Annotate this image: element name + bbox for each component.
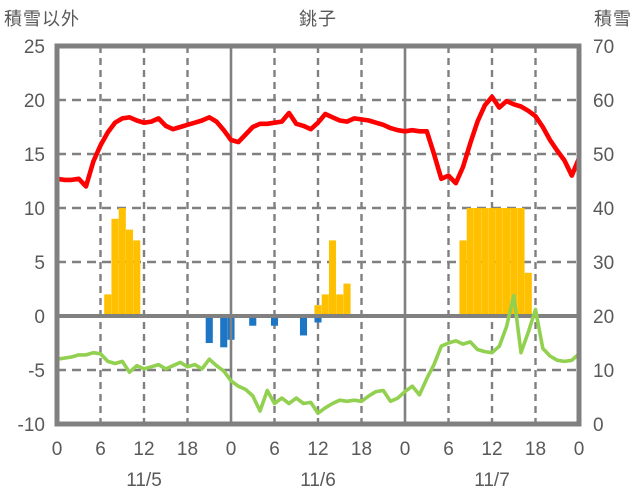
left-axis-tick-label: 25 (24, 37, 45, 58)
yellow-bar (314, 305, 322, 316)
right-axis-tick-label: 40 (593, 199, 614, 220)
yellow-bar (524, 272, 532, 316)
right-axis-tick-label: 50 (593, 145, 614, 166)
left-axis-tick-label: 10 (24, 199, 45, 220)
date-label: 11/6 (300, 470, 336, 491)
blue-bar (205, 316, 213, 343)
left-axis-tick-label: 0 (34, 307, 45, 328)
yellow-bar (481, 208, 489, 316)
yellow-bar (111, 218, 119, 316)
blue-bar (314, 316, 322, 323)
left-axis-tick-label: -5 (28, 361, 45, 382)
yellow-bar (488, 208, 496, 316)
yellow-bar (104, 294, 112, 316)
green-line (55, 293, 581, 416)
blue-bar (299, 316, 308, 336)
hour-tick-label: 6 (95, 439, 106, 460)
yellow-bar (336, 294, 344, 316)
left-axis-tick-label: 20 (24, 91, 45, 112)
yellow-bar (517, 208, 525, 316)
hour-tick-label: 18 (177, 439, 198, 460)
blue-bar (220, 316, 228, 348)
left-axis-title: 積雪以外 (4, 9, 80, 29)
hour-tick-label: 0 (400, 439, 411, 460)
yellow-bar (495, 208, 503, 316)
hour-tick-label: 0 (226, 439, 237, 460)
hour-tick-label: 18 (351, 439, 372, 460)
hour-tick-label: 12 (481, 439, 502, 460)
yellow-bar (328, 240, 337, 316)
hour-tick-label: 12 (307, 439, 328, 460)
right-axis-tick-label: 0 (593, 415, 604, 436)
hour-tick-label: 0 (574, 439, 585, 460)
yellow-bar (133, 240, 141, 316)
yellow-bar (473, 208, 482, 316)
hour-tick-label: 18 (525, 439, 546, 460)
yellow-bar (118, 208, 126, 316)
blue-bar (270, 316, 279, 326)
yellow-bar (502, 208, 511, 316)
yellow-bar (466, 208, 474, 316)
left-axis-tick-label: -10 (18, 415, 45, 436)
red-line (54, 94, 582, 189)
yellow-bar (459, 240, 467, 316)
date-label: 11/5 (126, 470, 162, 491)
yellow-bar (321, 294, 329, 316)
hour-tick-label: 6 (443, 439, 454, 460)
right-axis-tick-label: 20 (593, 307, 614, 328)
left-axis-tick-label: 15 (24, 145, 45, 166)
right-axis-tick-label: 10 (593, 361, 614, 382)
blue-bar (249, 316, 257, 326)
hour-tick-label: 12 (133, 439, 154, 460)
right-axis-tick-label: 30 (593, 253, 614, 274)
right-axis-title: 積雪 (594, 9, 632, 29)
left-axis-tick-label: 5 (34, 253, 45, 274)
hour-tick-label: 0 (52, 439, 63, 460)
date-label: 11/7 (474, 470, 510, 491)
chart-title: 銚子 (299, 9, 337, 29)
yellow-bar (343, 283, 351, 316)
yellow-bar (510, 208, 518, 316)
yellow-bar (125, 229, 134, 316)
plot-border (54, 43, 582, 427)
hour-tick-label: 6 (269, 439, 280, 460)
right-axis-tick-label: 70 (593, 37, 614, 58)
right-axis-tick-label: 60 (593, 91, 614, 112)
